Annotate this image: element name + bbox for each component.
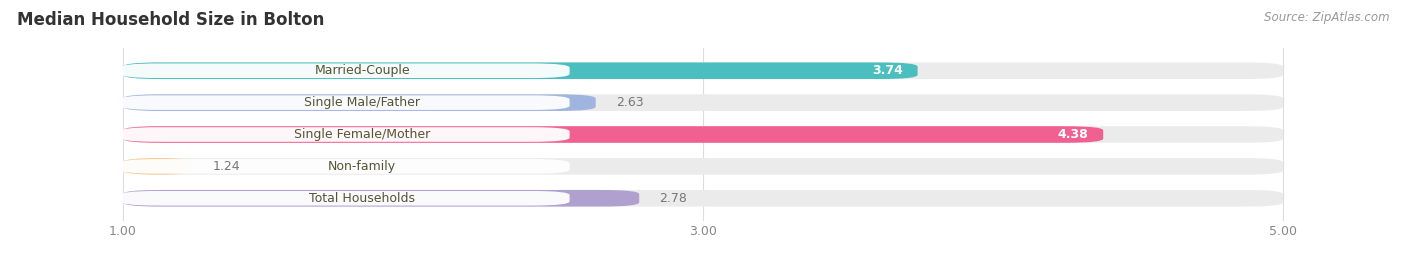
FancyBboxPatch shape xyxy=(120,159,569,174)
Text: Median Household Size in Bolton: Median Household Size in Bolton xyxy=(17,11,325,29)
Text: 4.38: 4.38 xyxy=(1057,128,1088,141)
FancyBboxPatch shape xyxy=(120,191,569,206)
FancyBboxPatch shape xyxy=(120,127,569,142)
FancyBboxPatch shape xyxy=(120,95,569,110)
FancyBboxPatch shape xyxy=(124,158,1282,175)
Text: 2.63: 2.63 xyxy=(616,96,644,109)
Text: Total Households: Total Households xyxy=(309,192,415,205)
Text: 3.74: 3.74 xyxy=(872,64,903,77)
FancyBboxPatch shape xyxy=(124,126,1104,143)
Text: Non-family: Non-family xyxy=(328,160,396,173)
FancyBboxPatch shape xyxy=(124,126,1282,143)
FancyBboxPatch shape xyxy=(124,62,918,79)
FancyBboxPatch shape xyxy=(124,94,1282,111)
FancyBboxPatch shape xyxy=(124,190,640,207)
FancyBboxPatch shape xyxy=(124,190,1282,207)
FancyBboxPatch shape xyxy=(124,158,193,175)
Text: 2.78: 2.78 xyxy=(659,192,688,205)
FancyBboxPatch shape xyxy=(124,62,1282,79)
Text: Married-Couple: Married-Couple xyxy=(315,64,411,77)
Text: Source: ZipAtlas.com: Source: ZipAtlas.com xyxy=(1264,11,1389,24)
FancyBboxPatch shape xyxy=(124,94,596,111)
FancyBboxPatch shape xyxy=(120,63,569,78)
Text: Single Female/Mother: Single Female/Mother xyxy=(294,128,430,141)
Text: Single Male/Father: Single Male/Father xyxy=(304,96,420,109)
Text: 1.24: 1.24 xyxy=(212,160,240,173)
